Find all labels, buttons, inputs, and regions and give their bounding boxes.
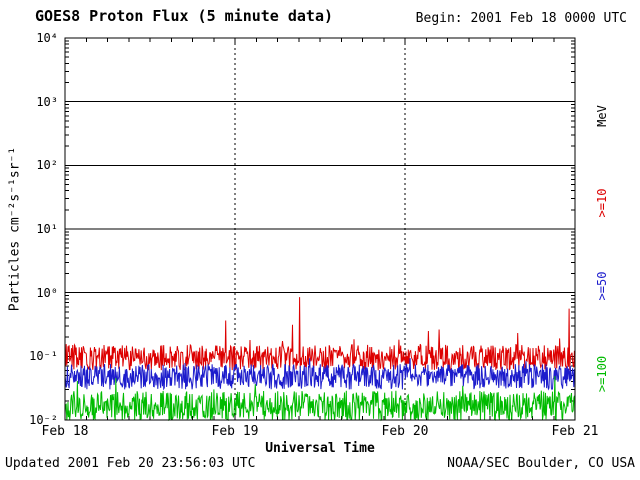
series-line-50-mev (64, 358, 576, 391)
y-tick-label: 10⁻¹ (29, 349, 58, 364)
right-axis-threshold-label: >=10 (595, 188, 609, 218)
gridlines (65, 38, 575, 420)
right-axis-threshold-label: >=50 (595, 271, 609, 301)
y-tick-label: 10² (36, 158, 58, 173)
updated-timestamp: Updated 2001 Feb 20 23:56:03 UTC (5, 456, 256, 471)
y-tick-label: 10¹ (36, 222, 58, 236)
y-tick-label: 10⁰ (36, 285, 58, 300)
series-line-100-mev (64, 375, 576, 422)
chart-title: GOES8 Proton Flux (5 minute data) (35, 7, 334, 25)
y-tick-label: 10⁴ (36, 31, 58, 45)
plot-frame (64, 37, 576, 421)
begin-timestamp: Begin: 2001 Feb 18 0000 UTC (415, 11, 627, 26)
right-axis-threshold-label: >=100 (595, 355, 609, 393)
x-tick-label: Feb 18 (41, 424, 89, 439)
series-line-10-mev (64, 297, 576, 372)
x-tick-label: Feb 20 (381, 424, 429, 439)
x-tick-label: Feb 19 (211, 424, 259, 439)
flux-series (64, 297, 576, 422)
x-axis-title: Universal Time (265, 441, 375, 456)
y-tick-label: 10³ (36, 94, 58, 109)
right-axis-unit-label: MeV (595, 105, 609, 127)
source-attribution: NOAA/SEC Boulder, CO USA (447, 456, 635, 471)
x-tick-label: Feb 21 (551, 424, 599, 439)
y-tick-label: 10⁻² (29, 413, 58, 427)
